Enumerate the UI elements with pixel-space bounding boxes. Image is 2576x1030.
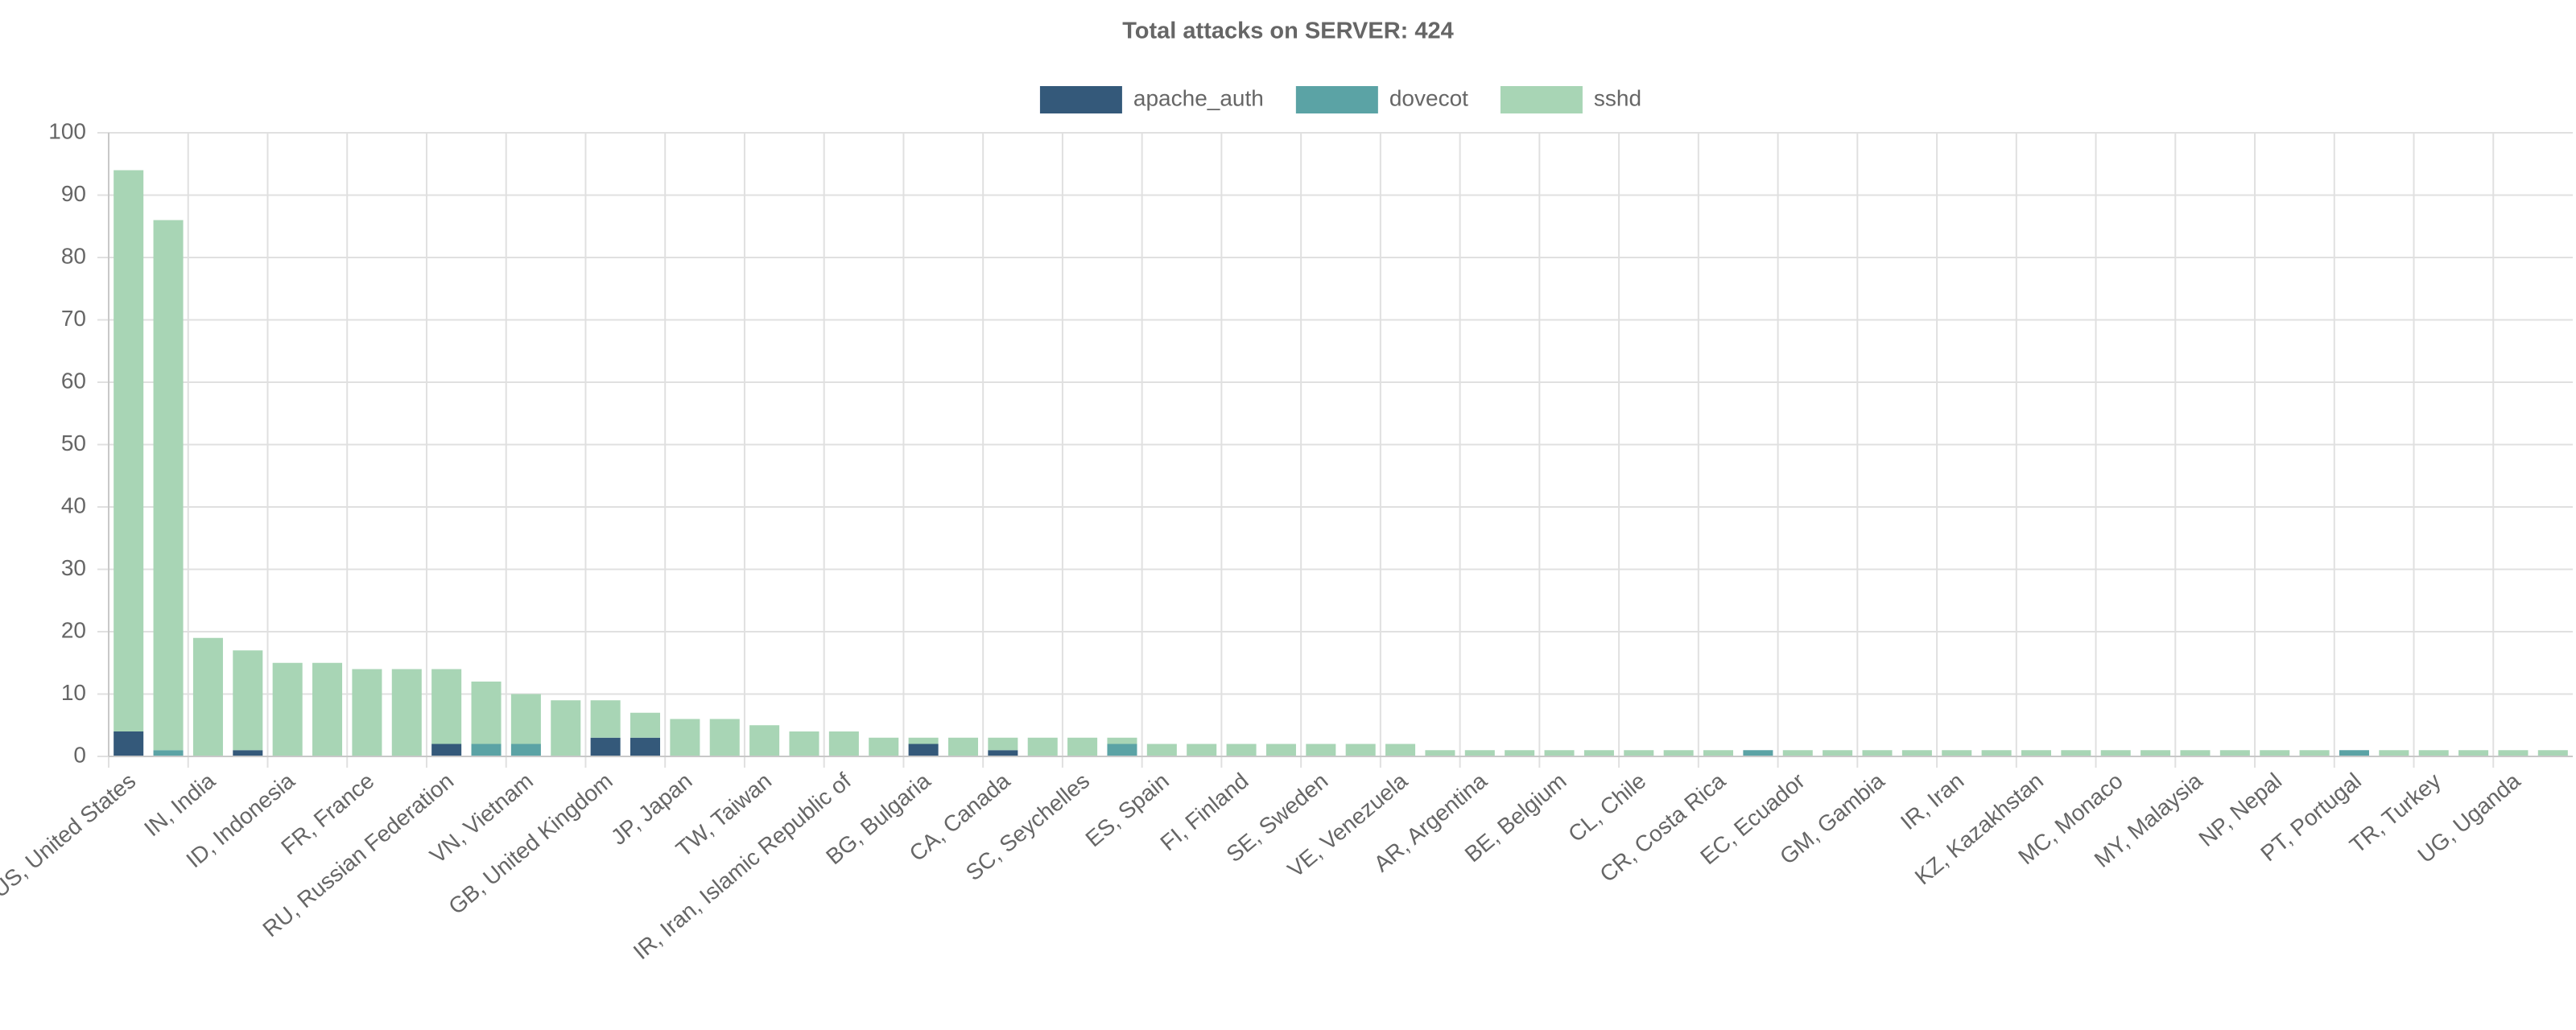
bar-segment — [1782, 750, 1813, 756]
bar-segment — [1981, 750, 2012, 756]
bar-segment — [431, 669, 462, 744]
bar-segment — [1067, 737, 1098, 756]
bar-segment — [828, 731, 859, 756]
bar-segment — [2299, 750, 2330, 756]
bar-segment — [2140, 750, 2171, 756]
bar-segment — [1862, 750, 1893, 756]
chart-title: Total attacks on SERVER: 424 — [1122, 19, 1454, 44]
bar-segment — [471, 744, 502, 756]
bar-segment — [2260, 750, 2290, 756]
x-tick-label: IR, Iran — [1896, 768, 1968, 835]
y-tick-label: 40 — [61, 492, 86, 517]
bar-segment — [670, 719, 700, 756]
bar-segment — [1226, 744, 1257, 756]
bar-segment — [272, 662, 303, 756]
bar-segment — [431, 744, 462, 756]
bar-segment — [2498, 750, 2529, 756]
bar-segment — [510, 744, 541, 756]
bar-segment — [630, 737, 661, 756]
bar-segment — [2180, 750, 2211, 756]
bar-segment — [114, 731, 144, 756]
bar-segment — [233, 650, 263, 751]
y-tick-label: 30 — [61, 555, 86, 580]
bar-segment — [352, 669, 382, 756]
bar-segment — [2458, 750, 2489, 756]
x-tick-label: US, United States — [0, 768, 140, 903]
y-tick-label: 20 — [61, 617, 86, 642]
bar-segment — [1583, 750, 1614, 756]
bar-segment — [153, 220, 184, 751]
bar-segment — [2219, 750, 2250, 756]
y-tick-label: 90 — [61, 181, 86, 206]
bar-segment — [908, 744, 939, 756]
bar-segment — [1027, 737, 1058, 756]
bar-segment — [2418, 750, 2449, 756]
bar-segment — [471, 682, 502, 744]
bar-segment — [1385, 744, 1416, 756]
bar-segment — [1505, 750, 1535, 756]
y-tick-label: 70 — [61, 306, 86, 331]
bar-segment — [1663, 750, 1694, 756]
y-tick-label: 80 — [61, 243, 86, 268]
bar-segment — [789, 731, 819, 756]
bar-segment — [908, 737, 939, 744]
bar-segment — [312, 662, 343, 756]
y-tick-label: 60 — [61, 368, 86, 393]
legend-label: apache_auth — [1133, 85, 1264, 110]
bar-segment — [551, 700, 581, 756]
bar-segment — [1425, 750, 1455, 756]
bar-segment — [2339, 750, 2369, 756]
bar-segment — [1823, 750, 1853, 756]
bar-segment — [1942, 750, 1972, 756]
bar-segment — [233, 750, 263, 756]
x-tick-label: IN, India — [139, 768, 220, 841]
bar-segment — [1743, 750, 1773, 756]
y-tick-label: 0 — [73, 742, 86, 767]
bar-segment — [192, 637, 223, 756]
bar-segment — [2061, 750, 2091, 756]
bar-segment — [749, 725, 780, 756]
bar-segment — [2021, 750, 2052, 756]
bar-segment — [1265, 744, 1296, 756]
bar-segment — [1187, 744, 1217, 756]
bar-segment — [510, 694, 541, 744]
legend-label: sshd — [1594, 85, 1641, 110]
bar-segment — [1345, 744, 1376, 756]
bar-segment — [1901, 750, 1932, 756]
bar-segment — [1146, 744, 1177, 756]
bar-segment — [1624, 750, 1654, 756]
bar-segment — [590, 700, 621, 738]
bar-segment — [1107, 737, 1137, 744]
bar-segment — [1306, 744, 1336, 756]
legend-swatch — [1295, 86, 1378, 113]
legend: apache_auth dovecot sshd — [1039, 85, 1641, 113]
bar-segment — [2100, 750, 2131, 756]
bar-segment — [988, 737, 1018, 751]
bar-segment — [1464, 750, 1495, 756]
legend-label: dovecot — [1389, 85, 1468, 110]
bar-segment — [2537, 750, 2568, 756]
legend-swatch — [1500, 86, 1583, 113]
bar-segment — [1703, 750, 1734, 756]
y-tick-label: 50 — [61, 431, 86, 455]
bar-segment — [1107, 744, 1137, 756]
bar-segment — [590, 737, 621, 756]
bar-segment — [709, 719, 740, 756]
bar-segment — [114, 170, 144, 731]
bar-segment — [153, 750, 184, 756]
bar-segment — [391, 669, 422, 756]
legend-swatch — [1039, 86, 1122, 113]
bar-segment — [630, 712, 661, 738]
bar-segment — [988, 750, 1018, 756]
bar-segment — [869, 737, 899, 756]
bar-segment — [2379, 750, 2409, 756]
bar-segment — [947, 737, 978, 756]
y-tick-label: 100 — [48, 118, 86, 143]
y-tick-label: 10 — [61, 680, 86, 705]
bar-segment — [1544, 750, 1575, 756]
